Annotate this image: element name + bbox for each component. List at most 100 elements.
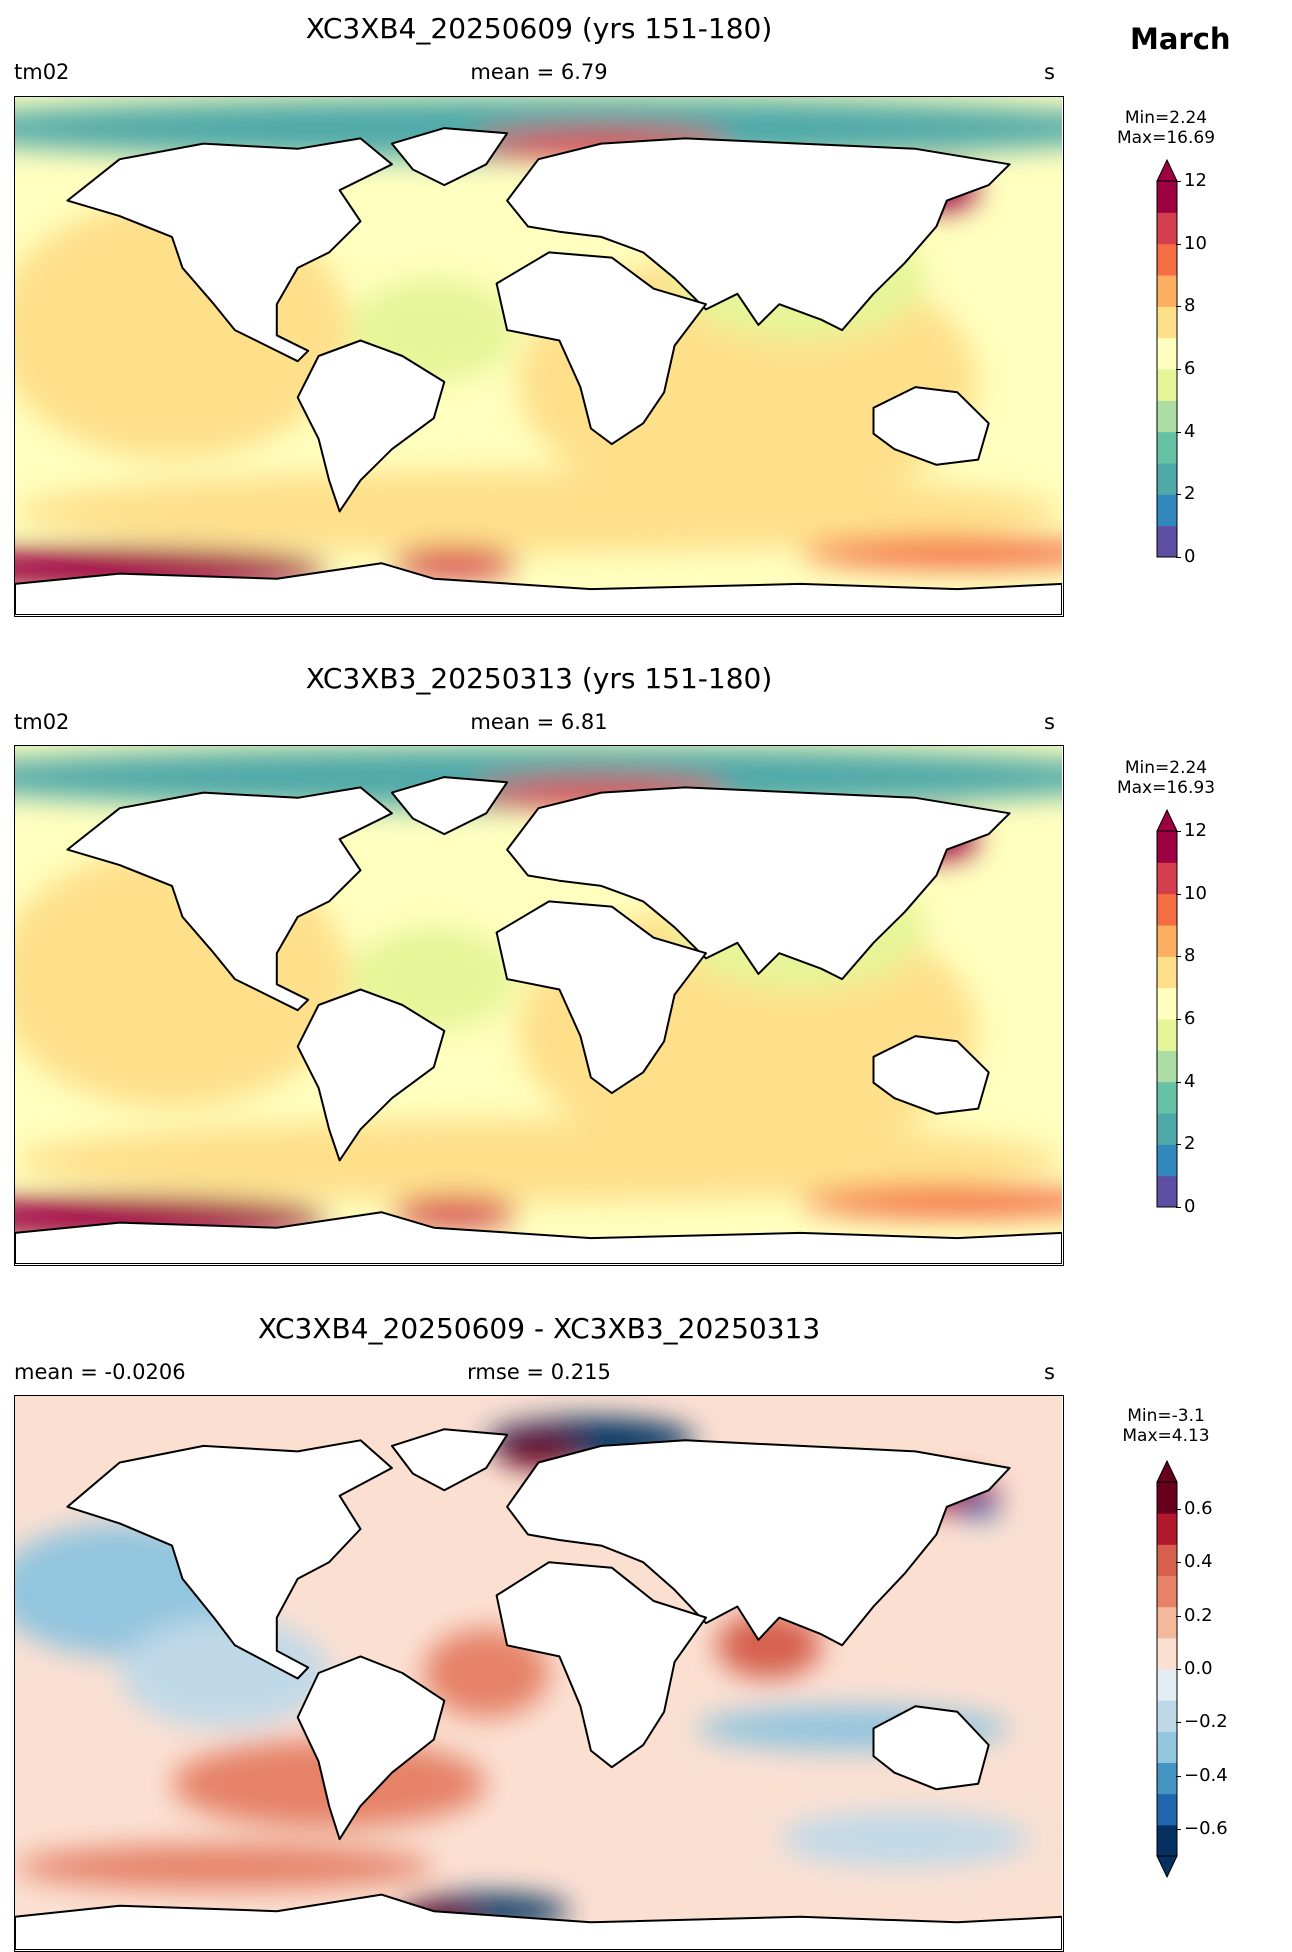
land-outline <box>15 562 1062 615</box>
colorbar-tick-mark <box>1176 1615 1181 1617</box>
center-label: rmse = 0.215 <box>467 1360 611 1384</box>
colorbar-tick-label: 12 <box>1184 820 1207 841</box>
colorbar-tick-mark <box>1176 181 1181 182</box>
field-patch <box>716 1612 822 1679</box>
land-outline <box>296 988 446 1162</box>
colorbar <box>1156 809 1178 1208</box>
colorbar-stats: Min=-3.1 Max=4.13 <box>1096 1406 1236 1446</box>
colorbar-tick-label: 6 <box>1184 1008 1196 1029</box>
colorbar-tick-label: −0.6 <box>1184 1818 1228 1840</box>
land-outline <box>66 137 393 363</box>
right-label: s <box>1044 710 1055 734</box>
field-patch <box>423 1628 549 1718</box>
colorbar-tick-label: 2 <box>1184 483 1196 505</box>
land-outline <box>390 776 509 836</box>
map-panel <box>14 1395 1064 1952</box>
center-label: mean = 6.79 <box>470 60 608 84</box>
colorbar-segment <box>1157 306 1177 339</box>
land-outline <box>506 137 1011 332</box>
colorbar-segment <box>1157 1824 1177 1857</box>
colorbar-segment <box>1157 1637 1177 1670</box>
colorbar-segment <box>1157 1050 1177 1083</box>
colorbar-tick-mark <box>1176 1508 1181 1510</box>
colorbar-segment <box>1157 525 1177 558</box>
land-outline <box>390 1428 509 1492</box>
colorbar <box>1156 159 1178 558</box>
colorbar-tick-label: 10 <box>1184 232 1207 254</box>
colorbar-tick-label: 10 <box>1184 882 1207 904</box>
field-patch <box>779 1811 1031 1867</box>
colorbar-segment <box>1157 243 1177 276</box>
colorbar-segment <box>1157 1731 1177 1763</box>
land-outline <box>506 786 1011 981</box>
colorbar-tick-mark <box>1176 369 1181 370</box>
colorbar-tick-label: −0.2 <box>1184 1711 1228 1733</box>
colorbar-tick-mark <box>1176 1207 1181 1208</box>
colorbar-tick-label: 4 <box>1184 420 1196 442</box>
colorbar-stats: Min=2.24 Max=16.93 <box>1096 758 1236 798</box>
colorbar-segment <box>1157 431 1177 464</box>
right-label: s <box>1044 1360 1055 1384</box>
center-label: mean = 6.81 <box>470 710 608 734</box>
colorbar-segment <box>1157 1081 1177 1114</box>
colorbar-tick-mark <box>1176 1081 1181 1083</box>
colorbar-segment <box>1157 862 1177 895</box>
max-label: Max=16.93 <box>1116 778 1216 798</box>
colorbar-tick-mark <box>1176 1669 1181 1670</box>
min-label: Min=-3.1 <box>1127 1406 1205 1426</box>
colorbar-tick-label: 0 <box>1184 546 1196 567</box>
panel-title: XC3XB4_20250609 (yrs 151-180) <box>305 12 773 45</box>
colorbar-tick-label: 4 <box>1184 1070 1196 1092</box>
colorbar-tick-mark <box>1176 831 1181 832</box>
colorbar-extend-max <box>1156 159 1178 182</box>
left-label: mean = -0.0206 <box>14 1360 186 1384</box>
field-patch <box>15 1844 434 1890</box>
colorbar-tick-mark <box>1176 494 1181 496</box>
colorbar-segment <box>1157 893 1177 926</box>
right-label: s <box>1044 60 1055 84</box>
colorbar-tick-mark <box>1176 1829 1181 1831</box>
land-outline <box>15 1893 1062 1950</box>
colorbar-tick-label: −0.4 <box>1184 1764 1228 1786</box>
colorbar-tick-label: 8 <box>1184 295 1196 317</box>
colorbar-tick-mark <box>1176 1019 1181 1020</box>
colorbar-segment <box>1157 1175 1177 1208</box>
colorbar-tick-mark <box>1176 1775 1181 1777</box>
colorbar-segment <box>1157 463 1177 495</box>
land-outline <box>495 900 707 1095</box>
colorbar-stats: Min=2.24 Max=16.69 <box>1096 108 1236 148</box>
colorbar-segment <box>1157 1513 1177 1545</box>
land-outline <box>296 339 446 513</box>
colorbar-segment <box>1157 1669 1177 1701</box>
colorbar-segment <box>1157 212 1177 245</box>
colorbar-segment <box>1157 337 1177 370</box>
colorbar-extend-min <box>1156 1855 1178 1878</box>
map-panel <box>14 745 1064 1266</box>
colorbar-segment <box>1157 987 1177 1020</box>
min-label: Min=2.24 <box>1124 758 1208 778</box>
colorbar-segment <box>1157 956 1177 989</box>
panel-title: XC3XB4_20250609 - XC3XB3_20250313 <box>257 1312 821 1345</box>
colorbar-tick-mark <box>1176 956 1181 958</box>
colorbar-tick-mark <box>1176 1722 1181 1724</box>
colorbar-tick-mark <box>1176 243 1181 245</box>
land-outline <box>495 251 707 446</box>
colorbar-tick-mark <box>1176 1144 1181 1146</box>
field-patch <box>391 547 518 579</box>
colorbar-tick-label: 0 <box>1184 1196 1196 1217</box>
land-outline <box>390 127 509 187</box>
colorbar-segment <box>1157 1700 1177 1732</box>
colorbar-tick-label: 0.4 <box>1184 1551 1213 1573</box>
colorbar-extend-max <box>1156 809 1178 832</box>
colorbar-extend-max <box>1156 1460 1178 1483</box>
colorbar-segment <box>1157 181 1177 213</box>
land-outline <box>872 1705 990 1791</box>
max-label: Max=16.69 <box>1116 128 1216 148</box>
colorbar-tick-label: 8 <box>1184 945 1196 967</box>
colorbar-segment <box>1157 925 1177 957</box>
colorbar-tick-label: 0.6 <box>1184 1497 1213 1519</box>
colorbar-segment <box>1157 1482 1177 1514</box>
land-outline <box>15 1211 1062 1264</box>
left-label: tm02 <box>14 60 70 84</box>
field-patch <box>957 1495 1000 1518</box>
